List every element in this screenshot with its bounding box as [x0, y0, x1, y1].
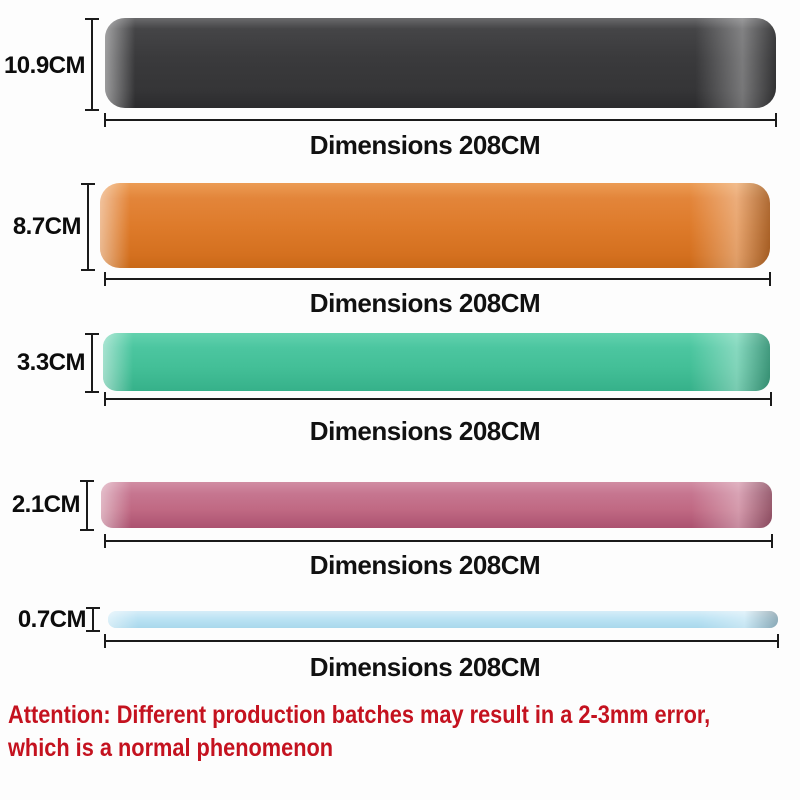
resistance-band-light-blue [108, 611, 778, 628]
length-label: Dimensions 208CM [309, 416, 541, 446]
resistance-band-pink [101, 482, 772, 528]
width-measure-line [85, 333, 99, 393]
resistance-band-black [105, 18, 776, 108]
width-label: 8.7CM [12, 213, 82, 240]
length-measure-line [104, 634, 779, 648]
length-measure-line [104, 392, 772, 406]
width-label: 10.9CM [3, 52, 86, 79]
resistance-band-orange [100, 183, 770, 268]
width-measure-line [80, 480, 94, 531]
length-label: Dimensions 208CM [309, 550, 541, 580]
width-measure-line [81, 183, 95, 271]
attention-line-1: Attention: Different production batches … [8, 701, 711, 729]
length-measure-line [104, 534, 773, 548]
attention-note: Attention: Different production batches … [8, 699, 710, 765]
width-measure-line [85, 18, 99, 111]
width-label: 2.1CM [11, 491, 81, 518]
length-measure-line [104, 272, 771, 286]
attention-line-2: which is a normal phenomenon [8, 734, 334, 762]
width-measure-line [86, 607, 100, 632]
width-label: 3.3CM [16, 349, 86, 376]
resistance-band-green [103, 333, 770, 391]
length-label: Dimensions 208CM [309, 130, 541, 160]
length-measure-line [104, 113, 777, 127]
length-label: Dimensions 208CM [309, 652, 541, 682]
width-label: 0.7CM [17, 606, 87, 633]
length-label: Dimensions 208CM [309, 288, 541, 318]
